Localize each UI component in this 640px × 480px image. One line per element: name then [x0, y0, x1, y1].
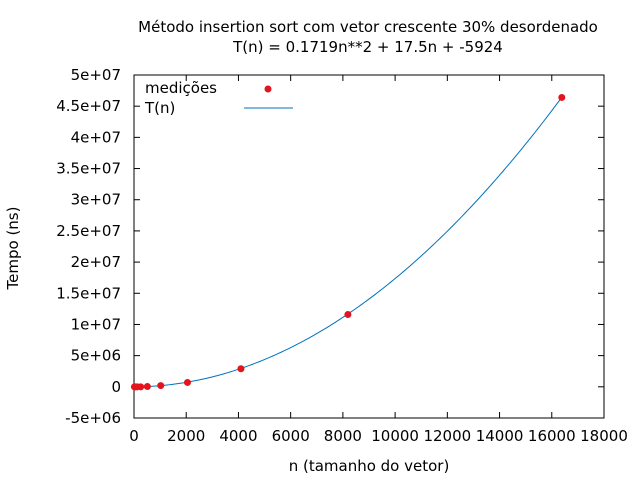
data-point-medicoes [137, 383, 145, 391]
y-tick-label: 4.5e+07 [56, 97, 121, 115]
x-tick-label: 12000 [423, 427, 471, 445]
x-axis-label: n (tamanho do vetor) [289, 457, 450, 475]
y-tick-label: 5e+07 [71, 66, 121, 84]
y-tick-label: 3.5e+07 [56, 160, 121, 178]
legend: medições T(n) [144, 79, 293, 117]
y-tick-label: 3e+07 [71, 191, 121, 209]
x-tick-label: 10000 [371, 427, 419, 445]
x-tick-label: 6000 [272, 427, 310, 445]
y-axis-label: Tempo (ns) [4, 207, 22, 291]
chart-subtitle: T(n) = 0.1719n**2 + 17.5n + -5924 [232, 38, 503, 56]
x-tick-label: 2000 [167, 427, 205, 445]
y-tick-label: 0 [111, 378, 121, 396]
data-point-medicoes [237, 365, 245, 373]
y-axis: -5e+06 0 5e+06 1e+07 1.5e+07 2e+07 2.5e+07 3e+0… [56, 66, 604, 427]
y-tick-label: 1.5e+07 [56, 284, 121, 302]
y-tick-label: -5e+06 [65, 409, 121, 427]
y-tick-label: 1e+07 [71, 315, 121, 333]
x-tick-label: 8000 [324, 427, 362, 445]
x-tick-label: 0 [129, 427, 139, 445]
x-tick-label: 4000 [219, 427, 257, 445]
x-tick-label: 14000 [476, 427, 524, 445]
x-tick-label: 18000 [580, 427, 628, 445]
y-tick-label: 2.5e+07 [56, 222, 121, 240]
chart-title: Método insertion sort com vetor crescent… [138, 18, 598, 36]
data-point-medicoes [183, 378, 191, 386]
y-tick-label: 5e+06 [71, 347, 121, 365]
y-tick-label: 4e+07 [71, 128, 121, 146]
data-point-medicoes [143, 383, 151, 391]
series-tn-line [133, 97, 563, 388]
series-layer [130, 93, 566, 391]
legend-marker-medicoes [264, 85, 272, 93]
x-axis: 0 2000 4000 6000 8000 10000 12000 14000 16000 180… [129, 75, 628, 445]
data-point-medicoes [157, 382, 165, 390]
data-point-medicoes [344, 310, 352, 318]
legend-label-medicoes: medições [145, 79, 217, 97]
y-tick-label: 2e+07 [71, 253, 121, 271]
legend-label-tn: T(n) [144, 99, 175, 117]
plot-frame [133, 74, 605, 419]
data-point-medicoes [558, 93, 566, 101]
x-tick-label: 16000 [528, 427, 576, 445]
